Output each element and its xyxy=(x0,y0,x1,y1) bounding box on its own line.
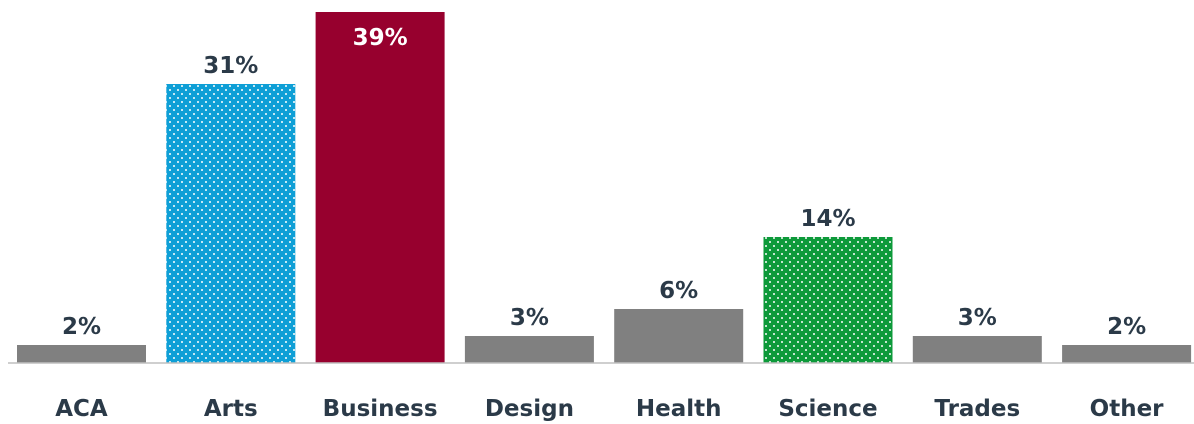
value-label-health: 6% xyxy=(659,278,698,304)
bar-other xyxy=(1062,345,1192,363)
category-label-trades: Trades xyxy=(934,396,1020,422)
bar-health xyxy=(614,309,744,363)
category-label-design: Design xyxy=(485,396,574,422)
bar-trades xyxy=(912,336,1042,363)
bar-aca xyxy=(17,345,146,363)
category-labels-group: ACA Arts Business Design Health Science Trades… xyxy=(55,396,1164,422)
category-label-arts: Arts xyxy=(204,396,258,422)
value-label-arts: 31% xyxy=(203,53,258,79)
category-label-other: Other xyxy=(1090,396,1165,422)
category-label-science: Science xyxy=(778,396,877,422)
bar-design xyxy=(464,336,594,363)
value-label-trades: 3% xyxy=(958,305,997,331)
value-label-science: 14% xyxy=(800,206,855,232)
value-label-aca: 2% xyxy=(62,314,101,340)
bar-business xyxy=(315,12,445,363)
value-label-business: 39% xyxy=(353,25,408,51)
value-labels-group: 2% 31% 39% 3% 6% 14% 3% 2% xyxy=(62,25,1146,340)
value-label-other: 2% xyxy=(1107,314,1146,340)
category-label-aca: ACA xyxy=(55,396,108,422)
bars-group xyxy=(17,12,1192,363)
bar-arts xyxy=(166,84,296,363)
value-label-design: 3% xyxy=(510,305,549,331)
bar-science xyxy=(763,237,893,363)
category-label-business: Business xyxy=(323,396,438,422)
category-label-health: Health xyxy=(636,396,722,422)
